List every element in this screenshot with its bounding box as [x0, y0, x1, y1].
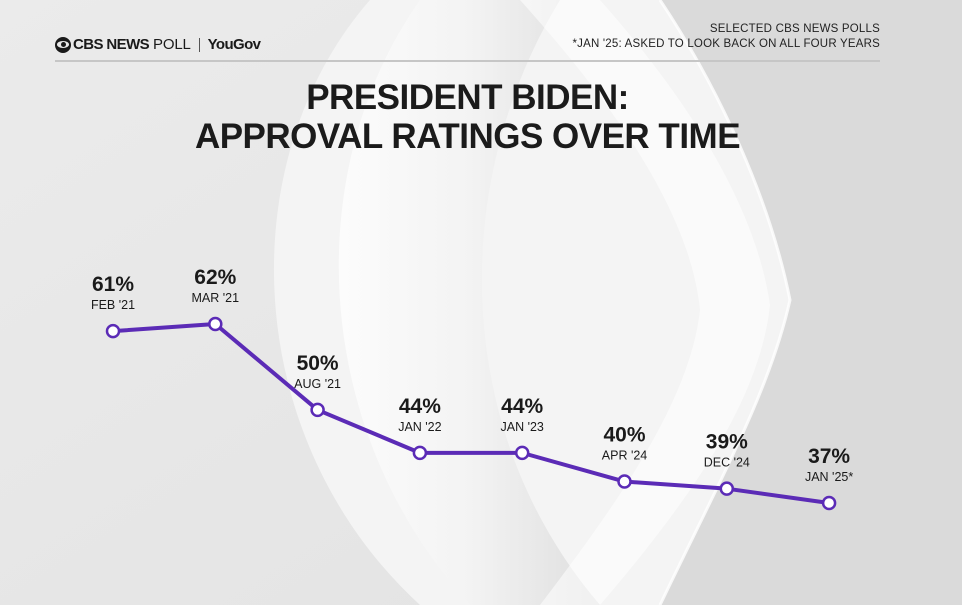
series-line-approval: [111, 322, 832, 505]
data-label-value: 40%: [603, 424, 645, 447]
data-point: [821, 495, 837, 511]
brand-poll: POLL: [153, 36, 191, 53]
data-label-date: JAN '25*: [805, 470, 853, 484]
header-divider: [55, 60, 880, 62]
data-label-value: 44%: [501, 395, 543, 418]
data-label-date: JAN '23: [501, 420, 544, 434]
data-point: [617, 474, 632, 489]
data-label-value: 62%: [194, 266, 236, 289]
data-label-value: 50%: [297, 352, 339, 375]
data-label-date: JAN '22: [398, 420, 441, 434]
data-label-value: 61%: [92, 273, 134, 296]
data-point: [719, 481, 735, 496]
data-point: [412, 445, 428, 461]
source-note: SELECTED CBS NEWS POLLS *JAN '25: ASKED …: [572, 22, 880, 52]
data-point: [208, 316, 223, 332]
source-note-line1: SELECTED CBS NEWS POLLS: [709, 23, 880, 35]
cbs-eye-icon: [55, 36, 71, 53]
chart-title-line1: PRESIDENT BIDEN:: [306, 78, 629, 117]
data-label-date: APR '24: [602, 449, 648, 463]
brand-header: CBS NEWS POLL YouGov: [55, 36, 261, 53]
data-label-date: FEB '21: [91, 298, 135, 312]
data-label-date: AUG '21: [294, 377, 341, 391]
data-point: [310, 402, 325, 418]
chart-title-line2: APPROVAL RATINGS OVER TIME: [194, 117, 741, 156]
data-label-date: DEC '24: [704, 456, 750, 470]
partner-name: YouGov: [207, 36, 261, 53]
brand-separator: [198, 37, 200, 52]
source-note-line2: *JAN '25: ASKED TO LOOK BACK ON ALL FOUR…: [572, 38, 880, 50]
data-label-value: 39%: [706, 431, 748, 454]
data-label-value: 44%: [399, 395, 441, 418]
brand-name: CBS NEWS: [73, 36, 150, 53]
data-point: [514, 445, 530, 461]
data-label-date: MAR '21: [192, 291, 240, 305]
data-label-value: 37%: [808, 445, 850, 468]
data-point: [105, 323, 121, 339]
